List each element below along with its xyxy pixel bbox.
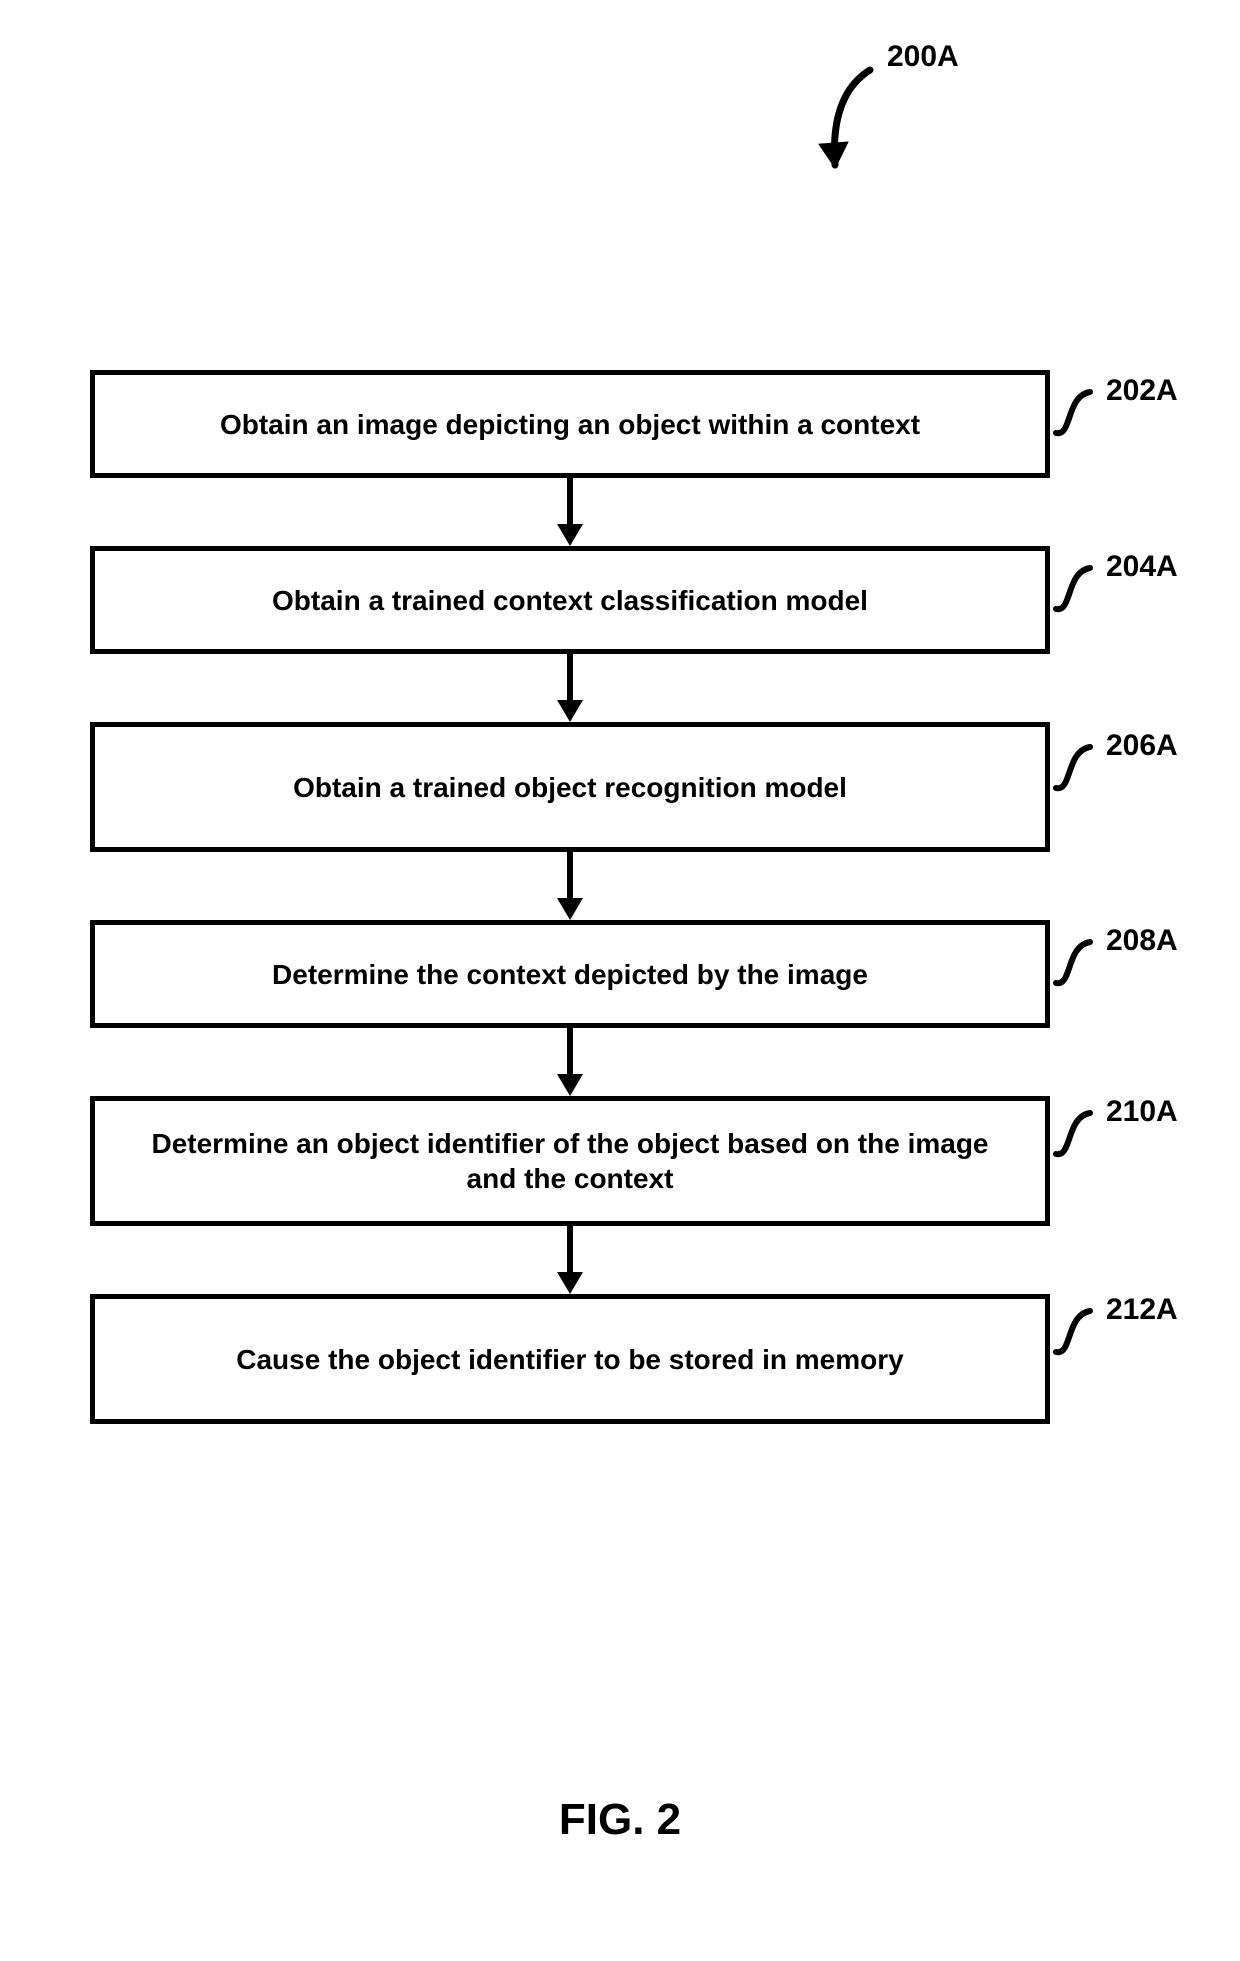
- flow-arrow: [553, 1226, 587, 1294]
- flow-arrow: [553, 654, 587, 722]
- flow-node-label: Determine an object identifier of the ob…: [125, 1126, 1015, 1196]
- callout-label: 204A: [1106, 550, 1178, 584]
- flow-node-label: Obtain an image depicting an object with…: [220, 407, 920, 442]
- callout-label: 210A: [1106, 1095, 1178, 1129]
- title-arrow: [0, 0, 1240, 260]
- callout-label: 202A: [1106, 374, 1178, 408]
- flow-node: Cause the object identifier to be stored…: [90, 1294, 1050, 1424]
- callout-connector: [1050, 741, 1105, 796]
- callout-label: 212A: [1106, 1293, 1178, 1327]
- callout-label: 208A: [1106, 924, 1178, 958]
- flow-node: Determine an object identifier of the ob…: [90, 1096, 1050, 1226]
- flow-node-label: Obtain a trained object recognition mode…: [293, 770, 847, 805]
- callout-connector: [1050, 386, 1105, 441]
- flow-node-label: Determine the context depicted by the im…: [272, 957, 868, 992]
- flow-arrow: [553, 1028, 587, 1096]
- callout-connector: [1050, 936, 1105, 991]
- figure-caption: FIG. 2: [0, 1795, 1240, 1845]
- flow-node: Obtain an image depicting an object with…: [90, 370, 1050, 478]
- figure-label-200a: 200A: [887, 40, 959, 74]
- flowchart: Obtain an image depicting an object with…: [90, 370, 1050, 1424]
- flow-node-label: Cause the object identifier to be stored…: [236, 1342, 903, 1377]
- flow-node: Obtain a trained object recognition mode…: [90, 722, 1050, 852]
- flow-node: Determine the context depicted by the im…: [90, 920, 1050, 1028]
- callout-connector: [1050, 1107, 1105, 1162]
- callout-label: 206A: [1106, 729, 1178, 763]
- callout-connector: [1050, 562, 1105, 617]
- flow-arrow: [553, 852, 587, 920]
- page: 200A Obtain an image depicting an object…: [0, 0, 1240, 1961]
- flow-node: Obtain a trained context classification …: [90, 546, 1050, 654]
- flow-arrow: [553, 478, 587, 546]
- flow-node-label: Obtain a trained context classification …: [272, 583, 868, 618]
- callout-connector: [1050, 1305, 1105, 1360]
